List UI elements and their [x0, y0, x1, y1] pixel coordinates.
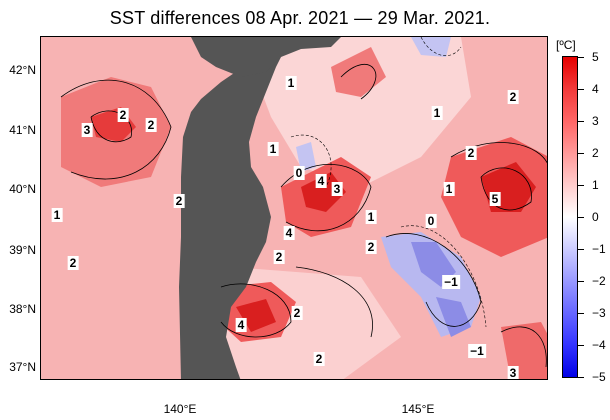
lat-label-39: 39°N — [9, 243, 36, 257]
contour-label: 3 — [331, 182, 343, 196]
warm-patch-southeast — [501, 322, 547, 379]
colorbar-tick-mark — [578, 313, 584, 314]
contour-label: 1 — [365, 210, 377, 224]
zero-contours — [290, 37, 487, 328]
lat-label-38: 38°N — [9, 302, 36, 316]
colorbar-tick-mark — [578, 281, 584, 282]
lat-label-42: 42°N — [9, 63, 36, 77]
contour-label: 0 — [293, 166, 305, 180]
lat-label-40: 40°N — [9, 182, 36, 196]
contour-label: 1 — [431, 106, 443, 120]
warm-core-south — [236, 299, 276, 332]
colorbar — [562, 56, 578, 378]
colorbar-tick-label: −4 — [592, 338, 606, 352]
contour-label: 2 — [365, 240, 377, 254]
sst-field — [41, 37, 547, 379]
cool-spot-north — [296, 142, 316, 172]
contour-label: 1 — [267, 142, 279, 156]
colorbar-tick-label: 0 — [592, 210, 599, 224]
contour-label: 4 — [283, 226, 295, 240]
contour-label: 3 — [507, 366, 519, 380]
land-hokkaido — [191, 37, 341, 77]
lon-label-145: 145°E — [401, 402, 435, 416]
lon-label-140: 140°E — [163, 402, 197, 416]
contour-label: 2 — [67, 256, 79, 270]
colorbar-tick-label: −1 — [592, 242, 606, 256]
colorbar-tick-mark — [578, 345, 584, 346]
contour-label: 2 — [465, 146, 477, 160]
contour-label: 1 — [285, 76, 297, 90]
colorbar-tick-label: 1 — [592, 178, 599, 192]
contour-label: 2 — [291, 306, 303, 320]
colorbar-tick-label: −5 — [592, 370, 606, 384]
contour-label: 4 — [235, 318, 247, 332]
contour-label: 2 — [145, 118, 157, 132]
colorbar-tick-label: −2 — [592, 274, 606, 288]
lat-label-37: 37°N — [9, 360, 36, 374]
colorbar-tick-mark — [578, 249, 584, 250]
contour-label: 2 — [313, 352, 325, 366]
contour-label: −1 — [442, 275, 460, 289]
lat-label-41: 41°N — [9, 123, 36, 137]
contour-label: 1 — [51, 208, 63, 222]
contour-label: 2 — [507, 90, 519, 104]
colorbar-tick-mark — [578, 377, 584, 378]
contour-label: 0 — [425, 214, 437, 228]
contour-label: 2 — [273, 250, 285, 264]
colorbar-tick-label: 4 — [592, 82, 599, 96]
land-japan — [179, 37, 286, 379]
map-title: SST differences 08 Apr. 2021 — 29 Mar. 2… — [109, 8, 491, 28]
contour-label: −1 — [468, 344, 486, 358]
colorbar-tick-mark — [578, 217, 584, 218]
contour-label: 2 — [173, 194, 185, 208]
colorbar-tick-mark — [578, 185, 584, 186]
sst-map: 1 2 3 2 2 1 0 4 3 1 2 4 1 2 0 2 1 5 2 4 … — [40, 36, 548, 380]
colorbar-tick-mark — [578, 153, 584, 154]
cool-spot-top — [411, 37, 451, 57]
colorbar-tick-label: 5 — [592, 50, 599, 64]
colorbar-tick-mark — [578, 89, 584, 90]
contour-label: 4 — [315, 174, 327, 188]
cool-core-south — [436, 297, 471, 337]
warm-patch-north — [331, 47, 386, 97]
contour-label: 3 — [81, 123, 93, 137]
colorbar-tick-label: −3 — [592, 306, 606, 320]
colorbar-tick-label: 3 — [592, 114, 599, 128]
contour-label: 1 — [443, 182, 455, 196]
colorbar-tick-mark — [578, 121, 584, 122]
contour-label: 2 — [117, 108, 129, 122]
colorbar-tick-label: 2 — [592, 146, 599, 160]
colorbar-tick-mark — [578, 57, 584, 58]
colorbar-unit: [ºC] — [556, 38, 576, 52]
contour-label: 5 — [489, 192, 501, 206]
